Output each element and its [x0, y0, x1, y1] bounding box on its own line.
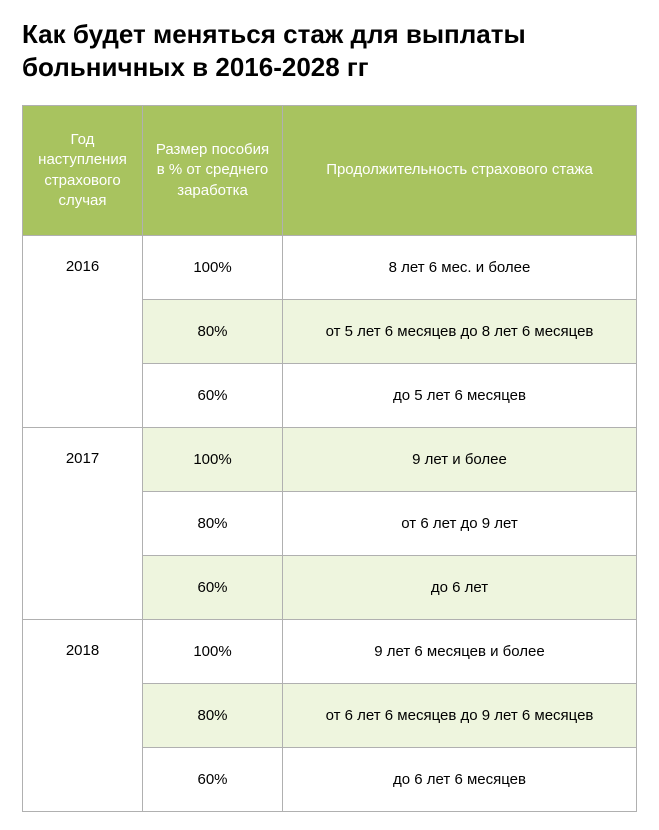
cell-duration: 9 лет и более — [283, 428, 637, 492]
table-header-row: Год наступления страхового случая Размер… — [23, 106, 637, 236]
table-row: 2016 100% 8 лет 6 мес. и более — [23, 236, 637, 300]
seniority-table: Год наступления страхового случая Размер… — [22, 105, 637, 812]
cell-percent: 100% — [143, 236, 283, 300]
cell-duration: 9 лет 6 месяцев и более — [283, 620, 637, 684]
cell-duration: 8 лет 6 мес. и более — [283, 236, 637, 300]
cell-year: 2018 — [23, 620, 143, 812]
cell-duration: от 5 лет 6 месяцев до 8 лет 6 месяцев — [283, 300, 637, 364]
cell-duration: до 6 лет — [283, 556, 637, 620]
page-title: Как будет меняться стаж для выплаты боль… — [22, 18, 637, 83]
cell-year: 2016 — [23, 236, 143, 428]
cell-percent: 80% — [143, 684, 283, 748]
cell-duration: от 6 лет до 9 лет — [283, 492, 637, 556]
cell-duration: от 6 лет 6 месяцев до 9 лет 6 месяцев — [283, 684, 637, 748]
cell-duration: до 6 лет 6 месяцев — [283, 748, 637, 812]
table-row: 2018 100% 9 лет 6 месяцев и более — [23, 620, 637, 684]
cell-percent: 100% — [143, 428, 283, 492]
cell-duration: до 5 лет 6 месяцев — [283, 364, 637, 428]
table-row: 2017 100% 9 лет и более — [23, 428, 637, 492]
col-header-percent: Размер пособия в % от среднего заработка — [143, 106, 283, 236]
cell-percent: 60% — [143, 748, 283, 812]
cell-percent: 60% — [143, 364, 283, 428]
col-header-duration: Продолжительность страхового стажа — [283, 106, 637, 236]
col-header-year: Год наступления страхового случая — [23, 106, 143, 236]
cell-percent: 60% — [143, 556, 283, 620]
cell-percent: 100% — [143, 620, 283, 684]
cell-percent: 80% — [143, 492, 283, 556]
cell-year: 2017 — [23, 428, 143, 620]
cell-percent: 80% — [143, 300, 283, 364]
